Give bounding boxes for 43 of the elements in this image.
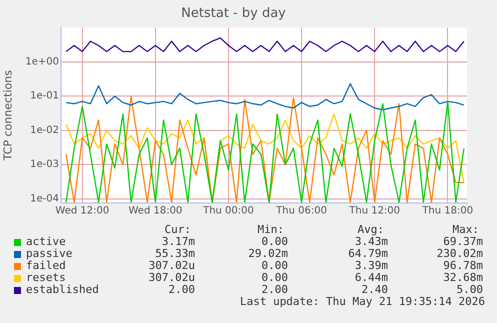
x-tick-label: Thu 06:00 [275,206,327,217]
text: 69.37m [443,235,483,248]
text: Avg: [358,223,384,236]
x-tick-label: Wed 12:00 [55,206,110,217]
y-tick-label: 1e-01 [30,90,59,102]
text: 55.33m [155,247,195,260]
text: 3.39m [354,259,388,272]
text: 2.00 [262,283,288,296]
y-tick-label: 1e-02 [30,124,59,136]
x-tick-label: Thu 18:00 [421,206,474,217]
text: 230.02m [436,247,483,260]
text: 0.00 [262,235,288,248]
text: 3.17m [162,235,195,248]
text: Max: [452,223,479,236]
y-tick-label: 1e+00 [25,56,59,68]
y-tick-label: 1e-04 [30,194,59,205]
x-tick-label: Thu 12:00 [348,206,400,217]
x-tick-label: Wed 18:00 [128,206,182,217]
text: 96.78m [443,259,483,272]
text: 3.43m [354,235,388,248]
legend-label: resets [26,271,66,284]
text: 29.02m [248,247,288,260]
y-axis-title: TCP connections [1,70,14,162]
text: 0.00 [262,271,288,284]
text: 307.02u [148,259,195,272]
chart-title: Netstat - by day [181,6,286,22]
text: 0.00 [262,259,288,272]
text: 2.40 [362,283,388,296]
legend-label: passive [26,247,72,260]
legend-label: active [26,235,66,248]
x-tick-label: Thu 00:00 [202,206,254,217]
text: Last update: Thu May 21 19:35:14 2026 [240,295,485,308]
legend-label: failed [26,259,66,272]
text: 307.02u [148,271,195,284]
legend-label: established [26,283,99,296]
text: 2.00 [168,283,195,296]
y-tick-label: 1e-03 [30,159,59,170]
text: Min: [258,223,284,236]
text: 32.68m [443,271,483,284]
text: Cur: [164,223,191,236]
text: 5.00 [456,283,483,296]
text: 6.44m [354,271,388,284]
text: 64.79m [348,247,388,260]
